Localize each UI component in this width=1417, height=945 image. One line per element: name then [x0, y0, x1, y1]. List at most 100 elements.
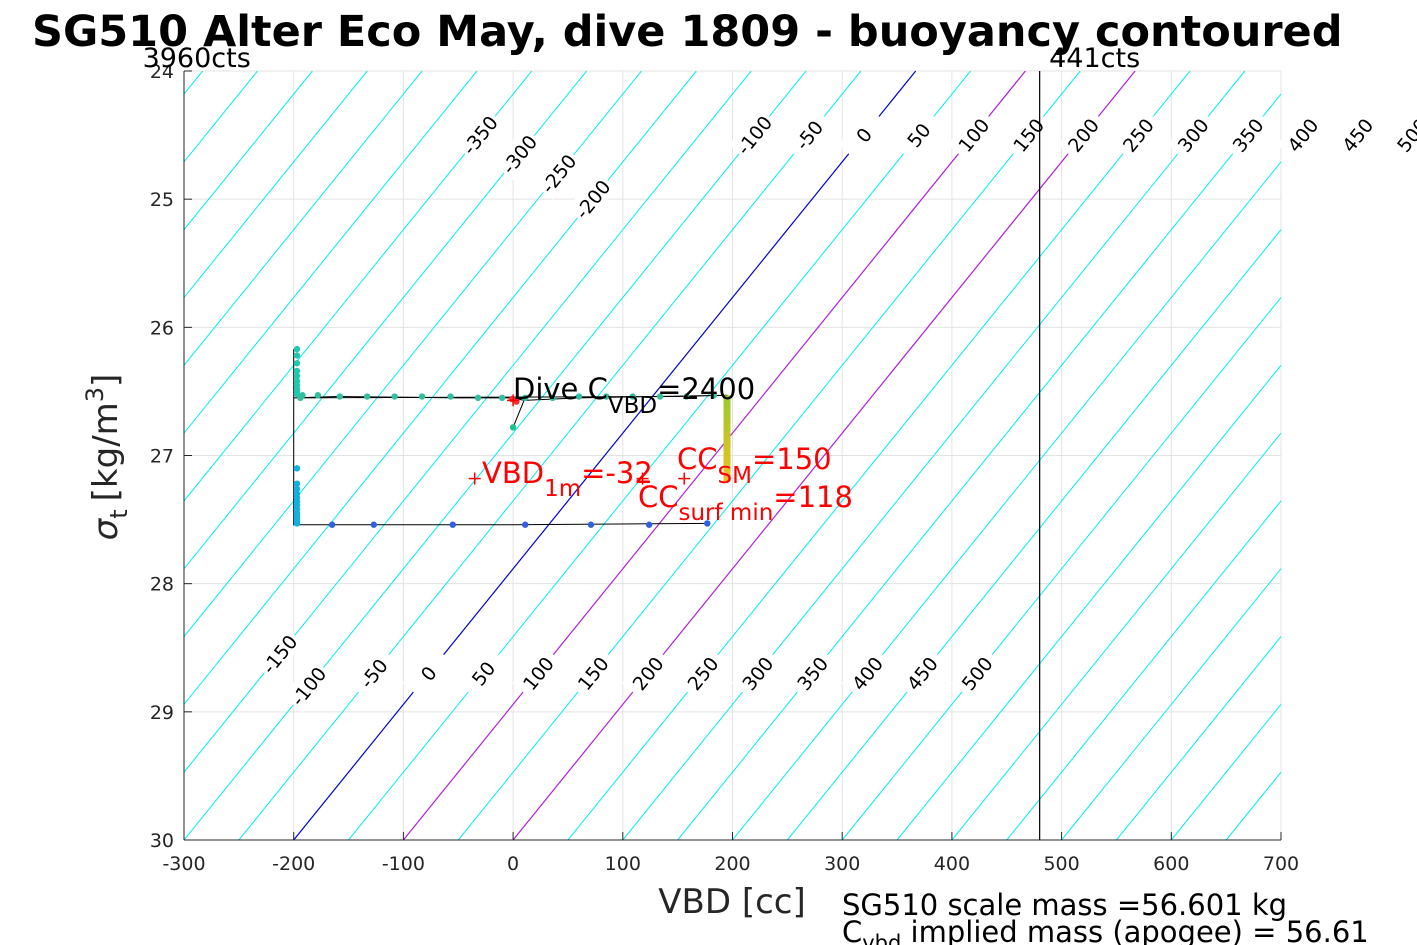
axis-ticks: -300 -200 -100 0 100 200 300 400 500 600 700242526… — [150, 61, 1299, 875]
point-lower-leg — [449, 521, 456, 528]
cc-surf-annotation: CCsurf min=118 — [638, 480, 853, 526]
contour-label-bg — [841, 645, 892, 700]
cc-sm-sub: SM — [718, 463, 752, 489]
contour-label-bg — [493, 126, 544, 181]
point-upper-leg — [521, 394, 529, 402]
cc-surf-suffix: =118 — [773, 480, 853, 514]
contour-label-bg — [621, 645, 673, 700]
point-upper-leg — [314, 392, 322, 399]
contour-line--50 — [238, 71, 862, 840]
contour-line-650 — [1006, 500, 1281, 840]
contour-line-600 — [951, 432, 1281, 840]
contour-line--250 — [184, 71, 642, 638]
cts-label-right: 441cts — [1049, 43, 1140, 74]
cc-sm-annotation: CCSM=150 — [677, 442, 832, 489]
vbd-1m-annotation: VBD1m=-32 — [482, 456, 653, 502]
contour-label-bg — [1112, 107, 1163, 162]
contour-label-bg — [896, 645, 947, 700]
contour-label-bg — [1166, 107, 1218, 162]
cvbd-prefix: C — [842, 915, 862, 945]
contour-label-bottom--50: -50 — [347, 645, 399, 700]
point-upper-leg — [710, 392, 718, 399]
contour-line-100 — [402, 71, 1026, 840]
dive-profile — [293, 349, 731, 526]
scale-mass-text: SG510 scale mass =56.601 kg — [842, 888, 1287, 922]
cc-sm-suffix: =150 — [752, 442, 832, 476]
y-axis-sup: 3 — [81, 387, 109, 402]
chart-title: SG510 Alter Eco May, dive 1809 - buoyanc… — [32, 7, 1343, 57]
contour-line-500 — [841, 296, 1281, 840]
x-tick-label: -300 — [162, 853, 205, 875]
x-tick-label: 400 — [934, 853, 970, 875]
point-upper-leg — [498, 394, 506, 402]
point-lower-leg — [328, 521, 336, 528]
point-lower-vertical — [293, 480, 301, 487]
contour-label-bg — [253, 626, 304, 681]
point-upper-leg — [683, 393, 690, 400]
contour-label-bg — [950, 645, 1002, 700]
y-axis-label: σt [kg/m3] — [81, 374, 133, 541]
point-lower-leg — [645, 521, 653, 528]
contour-line--500 — [184, 71, 368, 299]
point-upper-vertical — [293, 367, 301, 375]
contour-line--150 — [184, 71, 752, 773]
contour-label-bg — [947, 107, 998, 162]
grid-lines — [183, 70, 1282, 841]
x-tick-label: 100 — [605, 853, 641, 875]
contour-line-700 — [1061, 567, 1281, 840]
contour-labels: -350-300-250-200-100 -50 0 50 100 150 200 250 30… — [253, 107, 1417, 713]
point-upper-leg — [336, 393, 343, 400]
contour-label-bg — [1276, 107, 1328, 162]
point-upper-vertical — [293, 352, 301, 359]
contour-label-top-400: 400 — [1276, 107, 1328, 162]
contour-label-bg — [457, 645, 508, 700]
y-tick-label: 24 — [150, 61, 174, 83]
buoyancy-contours — [184, 71, 1281, 840]
point-lower-leg — [587, 521, 595, 528]
x-tick-label: -100 — [382, 853, 425, 875]
point-upper-leg — [447, 393, 454, 400]
contour-label-top-500: 500 — [1386, 107, 1417, 162]
contour-line-0 — [293, 71, 917, 840]
contour-label-bg — [282, 658, 333, 713]
vbd-1m-prefix: VBD — [482, 456, 544, 490]
contour-label-bg — [783, 107, 834, 162]
point-origin — [509, 424, 517, 431]
contour-line-150 — [457, 71, 1081, 840]
contour-label-bg — [402, 645, 453, 700]
dive-cvbd-annotation: Dive CVBD=2400 — [513, 372, 755, 419]
contour-label-bg — [1331, 107, 1382, 162]
contour-line-200 — [512, 71, 1136, 840]
cc-sm-prefix: CC — [677, 442, 718, 476]
contour-line-750 — [1116, 635, 1281, 840]
x-tick-label: 0 — [507, 853, 519, 875]
contour-line-900 — [1280, 839, 1281, 840]
x-tick-label: 500 — [1043, 853, 1079, 875]
x-tick-label: 300 — [824, 853, 860, 875]
contour-label-bg — [1386, 107, 1417, 162]
contour-line--350 — [184, 71, 533, 502]
point-upper-leg — [363, 393, 371, 400]
contour-line-450 — [786, 228, 1281, 840]
contour-label-bg — [1057, 107, 1108, 162]
contour-line--450 — [184, 71, 423, 367]
cts-label-left: 3960cts — [143, 43, 251, 74]
dive-cvbd-suffix: =2400 — [657, 372, 755, 406]
point-upper-leg — [299, 392, 306, 399]
x-axis-label: VBD [cc] — [658, 882, 806, 922]
contour-label-bg — [512, 645, 563, 700]
x-tick-label: 200 — [714, 853, 750, 875]
y-tick-label: 29 — [150, 702, 174, 724]
x-tick-label: -200 — [272, 853, 315, 875]
x-tick-label: 700 — [1263, 853, 1299, 875]
contour-label-bg — [786, 645, 837, 700]
cc-bar — [723, 395, 731, 482]
contour-label-bg — [532, 146, 583, 200]
contour-label-bg — [728, 107, 779, 162]
point-upper-leg — [575, 393, 583, 400]
point-upper-leg — [549, 394, 556, 402]
y-axis-sigma: σ — [86, 517, 126, 540]
contour-label-bg — [347, 645, 399, 700]
contour-label-bg — [1221, 107, 1273, 162]
cc-surf-sub: surf min — [679, 500, 774, 526]
